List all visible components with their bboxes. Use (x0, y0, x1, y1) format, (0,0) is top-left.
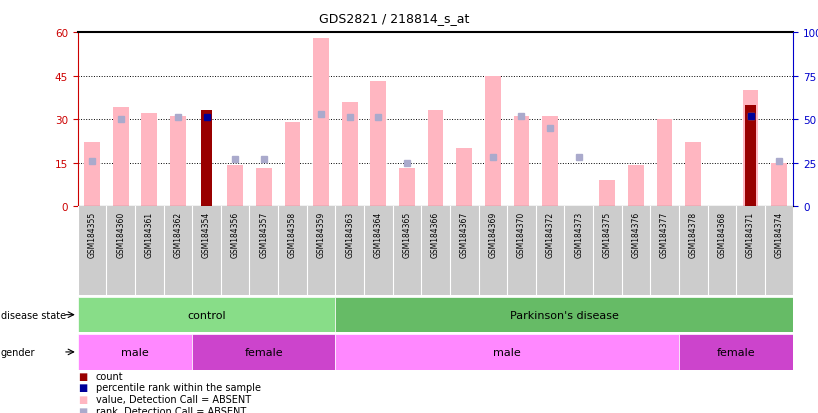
Bar (679, 335, 793, 370)
Text: GSM184378: GSM184378 (689, 211, 698, 257)
Bar (514, 117, 529, 206)
Text: percentile rank within the sample: percentile rank within the sample (96, 382, 261, 392)
Text: control: control (187, 310, 226, 320)
Bar (84, 143, 100, 206)
Text: GSM184355: GSM184355 (88, 211, 97, 257)
Text: male: male (493, 347, 521, 357)
Bar (456, 149, 472, 206)
Bar (399, 169, 415, 206)
Text: GSM184359: GSM184359 (317, 211, 326, 257)
Text: GSM184362: GSM184362 (173, 211, 182, 257)
Text: male: male (121, 347, 149, 357)
Text: female: female (717, 347, 756, 357)
Text: GSM184372: GSM184372 (546, 211, 555, 257)
Bar (485, 76, 501, 206)
Text: gender: gender (1, 347, 35, 357)
Bar (78, 335, 192, 370)
Bar (771, 163, 787, 206)
Text: rank, Detection Call = ABSENT: rank, Detection Call = ABSENT (96, 406, 246, 413)
Text: GSM184369: GSM184369 (488, 211, 497, 257)
Text: GSM184373: GSM184373 (574, 211, 583, 257)
Bar (170, 117, 186, 206)
Text: ■: ■ (78, 406, 87, 413)
Text: GSM184364: GSM184364 (374, 211, 383, 257)
Text: GSM184356: GSM184356 (231, 211, 240, 257)
Bar (256, 169, 272, 206)
Text: GSM184370: GSM184370 (517, 211, 526, 257)
Text: ■: ■ (78, 394, 87, 404)
Bar (745, 105, 756, 206)
Text: GSM184354: GSM184354 (202, 211, 211, 257)
Text: GSM184365: GSM184365 (402, 211, 411, 257)
Text: GSM184367: GSM184367 (460, 211, 469, 257)
Text: GSM184368: GSM184368 (717, 211, 726, 257)
Text: GSM184363: GSM184363 (345, 211, 354, 257)
Bar (542, 117, 558, 206)
Bar (743, 91, 758, 206)
Text: GSM184375: GSM184375 (603, 211, 612, 257)
Text: GSM184377: GSM184377 (660, 211, 669, 257)
Text: GSM184357: GSM184357 (259, 211, 268, 257)
Bar (335, 335, 679, 370)
Text: GSM184366: GSM184366 (431, 211, 440, 257)
Text: GSM184358: GSM184358 (288, 211, 297, 257)
Bar (628, 166, 644, 206)
Bar (201, 111, 212, 206)
Bar (142, 114, 157, 206)
Bar (335, 297, 793, 332)
Bar (285, 123, 300, 206)
Bar (657, 120, 672, 206)
Text: GSM184360: GSM184360 (116, 211, 125, 257)
Text: GSM184361: GSM184361 (145, 211, 154, 257)
Text: disease state: disease state (1, 310, 66, 320)
Text: female: female (245, 347, 283, 357)
Text: GDS2821 / 218814_s_at: GDS2821 / 218814_s_at (320, 12, 470, 25)
Bar (78, 297, 335, 332)
Bar (371, 82, 386, 206)
Bar (428, 111, 443, 206)
Text: count: count (96, 371, 124, 381)
Text: GSM184374: GSM184374 (775, 211, 784, 257)
Text: GSM184376: GSM184376 (631, 211, 640, 257)
Bar (600, 180, 615, 206)
Text: ■: ■ (78, 382, 87, 392)
Bar (113, 108, 128, 206)
Text: value, Detection Call = ABSENT: value, Detection Call = ABSENT (96, 394, 251, 404)
Text: GSM184371: GSM184371 (746, 211, 755, 257)
Bar (342, 102, 357, 206)
Bar (313, 39, 329, 206)
Bar (227, 166, 243, 206)
Bar (192, 335, 335, 370)
Bar (685, 143, 701, 206)
Text: ■: ■ (78, 371, 87, 381)
Text: Parkinson's disease: Parkinson's disease (510, 310, 619, 320)
